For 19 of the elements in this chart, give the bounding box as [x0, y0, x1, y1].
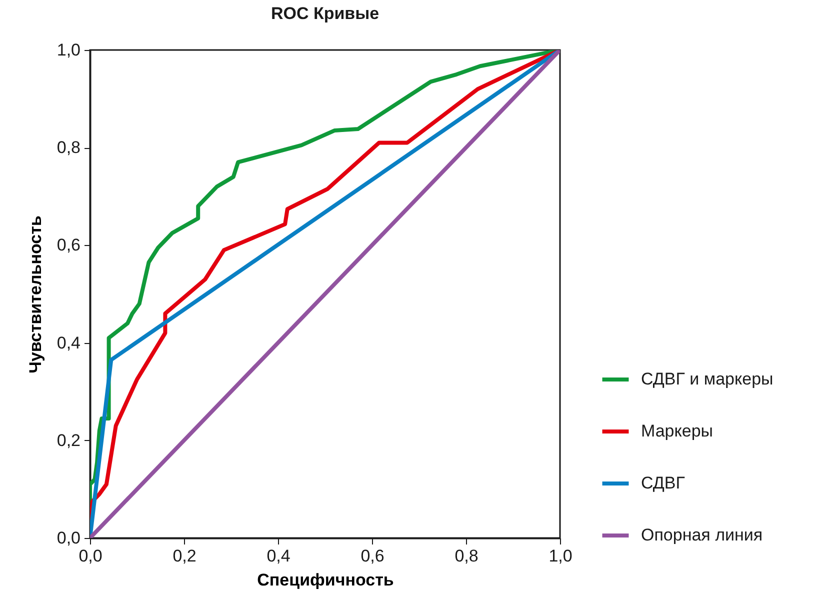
y-tick-label: 0,0 — [56, 528, 80, 548]
y-tick-label: 0,8 — [56, 138, 80, 158]
y-tick-label: 0,6 — [56, 236, 80, 255]
y-axis-title: Чувствительность — [26, 216, 45, 374]
legend-label: Маркеры — [641, 422, 714, 440]
x-tick-label: 0,8 — [454, 546, 478, 566]
legend-label: СДВГ — [641, 474, 685, 492]
x-tick-label: 0,4 — [266, 546, 290, 566]
x-tick-label: 0,0 — [78, 546, 102, 566]
x-axis-title: Специфичность — [257, 570, 394, 590]
y-tick-label: 0,4 — [56, 333, 80, 352]
x-tick-label: 1,0 — [548, 546, 572, 566]
y-tick-label: 0,2 — [56, 430, 80, 450]
chart-title: ROC Кривые — [270, 4, 380, 23]
y-tick-label: 1,0 — [56, 40, 80, 60]
legend-label: СДВГ и маркеры — [641, 370, 774, 388]
x-tick-label: 0,6 — [360, 546, 384, 566]
legend-label: Опорная линия — [641, 526, 763, 544]
x-tick-label: 0,2 — [172, 546, 196, 566]
